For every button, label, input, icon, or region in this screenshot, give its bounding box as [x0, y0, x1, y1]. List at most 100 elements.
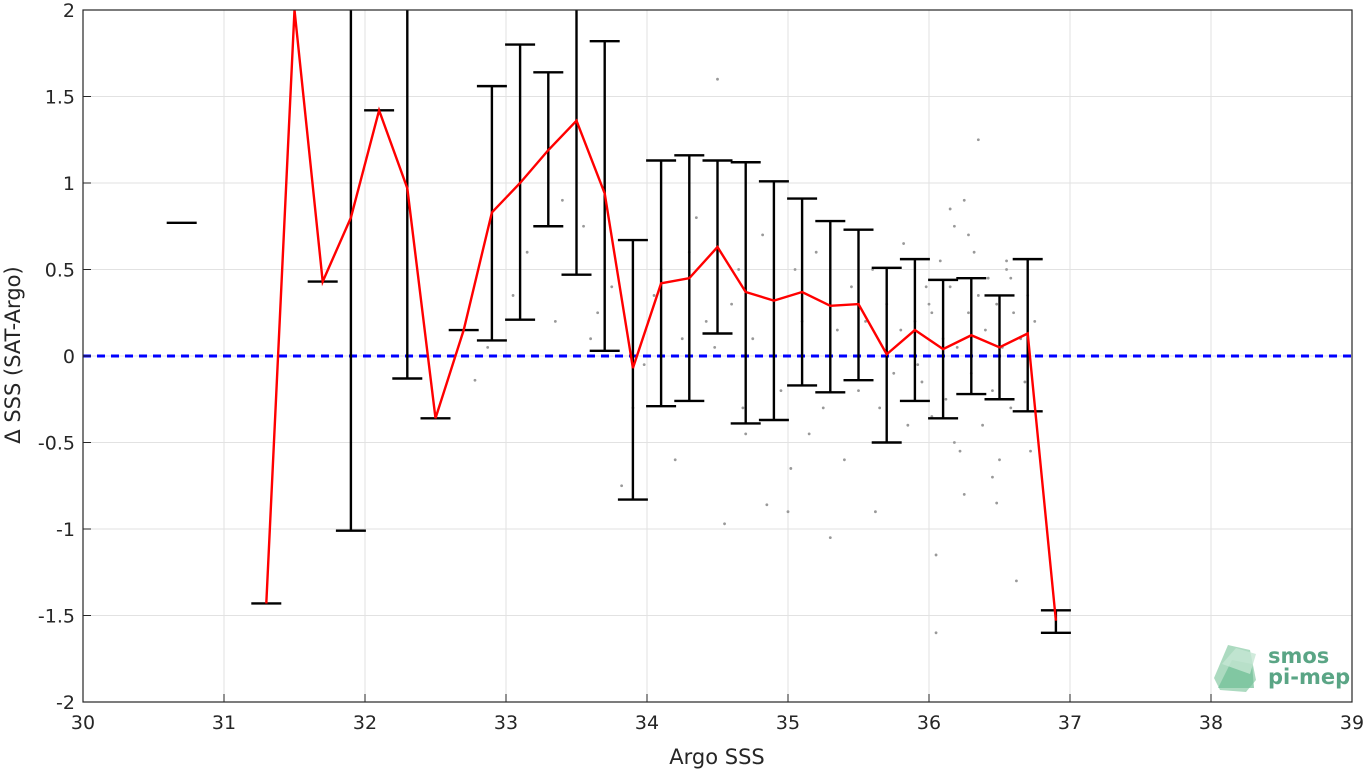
- scatter-point: [589, 337, 592, 341]
- scatter-point: [525, 250, 529, 254]
- scatter-point: [761, 233, 765, 237]
- x-axis-label: Argo SSS: [669, 745, 764, 769]
- scatter-point: [967, 311, 970, 315]
- scatter-point: [620, 484, 624, 488]
- scatter-point: [981, 423, 984, 427]
- y-tick-label: 1.5: [45, 87, 75, 109]
- scatter-point: [944, 397, 948, 401]
- scatter-point: [927, 302, 931, 306]
- logo-mark-icon: [1214, 645, 1256, 692]
- y-tick-label: -0.5: [38, 433, 75, 455]
- scatter-point: [680, 337, 684, 341]
- scatter-point: [843, 458, 846, 462]
- scatter-point: [1012, 311, 1015, 315]
- scatter-point: [744, 432, 748, 436]
- x-tick-label: 38: [1199, 712, 1223, 734]
- x-tick-labels: 30 31 32 33 34 35 36 37 38 39: [71, 694, 1364, 734]
- scatter-point: [582, 224, 585, 228]
- scatter-point: [962, 198, 966, 202]
- scatter-point: [998, 458, 1001, 462]
- y-axis-label: Δ SSS (SAT-Argo): [1, 266, 25, 443]
- scatter-point: [958, 449, 962, 453]
- scatter-point: [751, 337, 755, 341]
- x-tick-label: 31: [212, 712, 236, 734]
- y-tick-label: -1.5: [38, 606, 75, 628]
- scatter-point: [786, 510, 790, 514]
- scatter-point: [737, 268, 741, 271]
- scatter-point: [821, 406, 825, 410]
- scatter-point: [553, 320, 557, 323]
- scatter-point: [673, 458, 677, 462]
- scatter-point: [934, 553, 938, 557]
- x-tick-label: 33: [494, 712, 518, 734]
- scatter-point: [652, 294, 656, 297]
- scatter-point: [828, 536, 832, 540]
- x-tick-label: 30: [71, 712, 95, 734]
- scatter-point: [730, 302, 733, 306]
- scatter-point: [920, 380, 924, 384]
- y-tick-label: 1: [63, 173, 75, 195]
- scatter-point: [610, 285, 614, 289]
- x-tick-label: 34: [635, 712, 659, 734]
- scatter-point: [713, 345, 717, 349]
- scatter-point: [1033, 320, 1037, 323]
- scatter-point: [899, 328, 903, 332]
- scatter-point: [789, 467, 793, 470]
- logo-text-line2: pi-mep: [1268, 665, 1350, 689]
- x-tick-label: 35: [776, 712, 800, 734]
- scatter-point: [955, 345, 959, 349]
- scatter-point: [906, 423, 910, 427]
- scatter-point: [704, 320, 708, 323]
- logo-text-line1: smos: [1268, 644, 1329, 668]
- scatter-point: [694, 216, 698, 220]
- scatter-point: [807, 432, 811, 436]
- scatter-point: [938, 259, 942, 263]
- scatter-point: [486, 345, 490, 349]
- scatter-point: [995, 302, 999, 306]
- scatter-point: [995, 501, 999, 505]
- y-tick-labels: -2 -1.5 -1 -0.5 0 0.5 1 1.5 2: [38, 0, 91, 714]
- scatter-point: [976, 294, 980, 297]
- y-tick-label: 0.5: [45, 260, 75, 282]
- scatter-point: [967, 233, 970, 237]
- y-tick-label: 2: [63, 0, 75, 22]
- scatter-point: [916, 363, 920, 367]
- scatter-point: [864, 320, 867, 323]
- scatter-point: [1009, 406, 1013, 410]
- scatter-point: [716, 77, 719, 81]
- scatter-point: [948, 207, 952, 211]
- scatter-point: [972, 250, 976, 254]
- smos-pi-mep-logo: smos pi-mep: [1214, 644, 1350, 692]
- x-tick-label: 39: [1340, 712, 1364, 734]
- scatter-point: [962, 493, 966, 496]
- scatter-point: [1005, 268, 1008, 271]
- scatter-point: [1005, 259, 1008, 263]
- scatter-point: [857, 389, 860, 392]
- scatter-point: [835, 328, 839, 332]
- scatter-point: [723, 522, 726, 526]
- scatter-point: [878, 406, 882, 410]
- x-tick-label: 36: [917, 712, 941, 734]
- scatter-point: [991, 389, 994, 392]
- scatter-point: [952, 224, 956, 228]
- y-tick-label: -2: [56, 692, 75, 714]
- scatter-point: [596, 311, 600, 315]
- y-tick-label: 0: [63, 346, 75, 368]
- scatter-point: [902, 242, 906, 245]
- scatter-point: [934, 631, 938, 635]
- scatter-point: [814, 250, 818, 254]
- scatter-point: [850, 285, 853, 289]
- scatter-point: [948, 285, 952, 289]
- scatter-point: [561, 198, 564, 202]
- scatter-point: [473, 378, 477, 382]
- scatter-point: [1029, 449, 1032, 453]
- scatter-point: [924, 285, 928, 289]
- scatter-point: [984, 328, 987, 332]
- scatter-point: [642, 363, 646, 367]
- mean-series-line: [265, 9, 1058, 621]
- y-tick-label: -1: [56, 519, 75, 541]
- scatter-point: [779, 389, 783, 392]
- x-tick-label: 37: [1058, 712, 1082, 734]
- x-tick-label: 32: [353, 712, 377, 734]
